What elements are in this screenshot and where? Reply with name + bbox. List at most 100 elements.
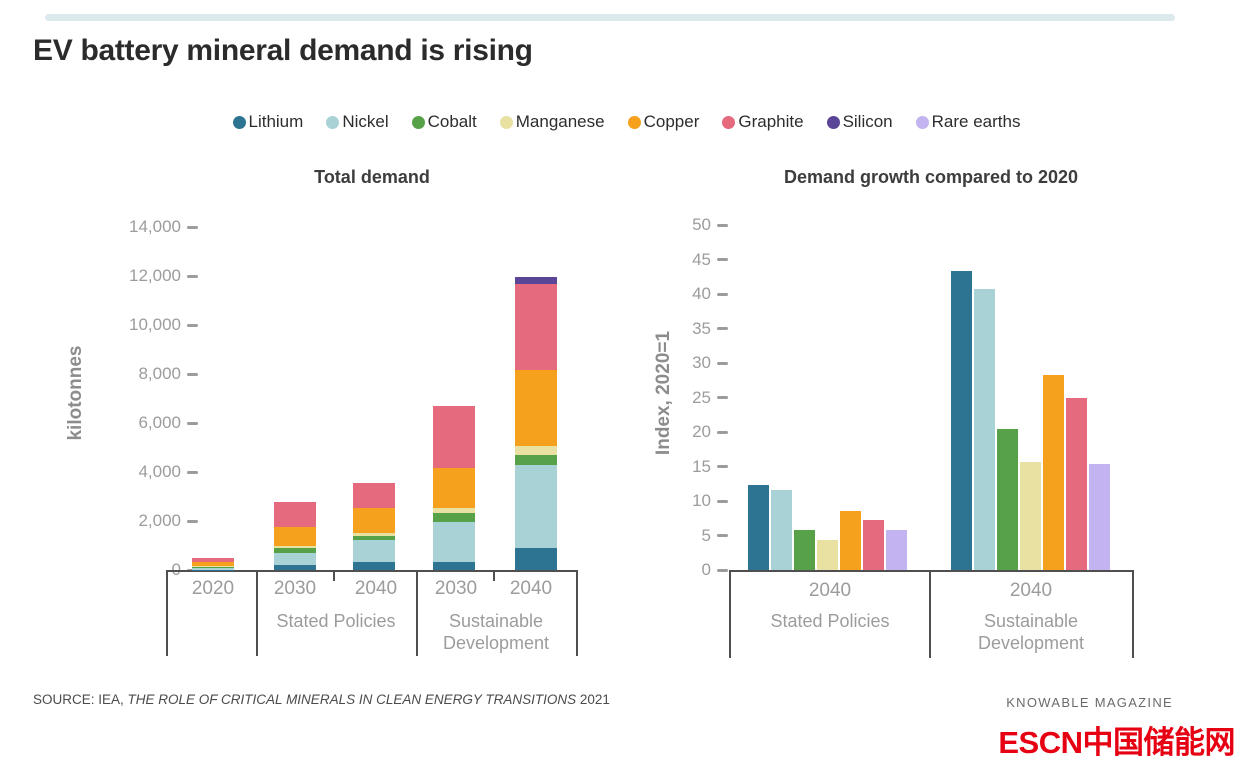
x-axis-tick — [493, 570, 495, 581]
y-tick-label: 20 — [692, 422, 711, 441]
bar-segment-cobalt-2030 — [433, 512, 475, 522]
graphite-swatch-icon — [722, 115, 736, 129]
chart-title: Total demand — [314, 167, 430, 187]
y-tick-label: 35 — [692, 318, 711, 338]
y-tick-label: 14,000 — [129, 217, 181, 236]
rare-earths-swatch-icon — [915, 115, 929, 129]
x-tick-year-label: 2040 — [509, 578, 553, 599]
source-note: SOURCE: IEA, THE ROLE OF CRITICAL MINERA… — [33, 692, 610, 707]
bar-segment-manganese-2030 — [274, 546, 316, 549]
y-tick-label: 12,000 — [129, 266, 181, 285]
y-tick-label: 40 — [692, 284, 711, 303]
x-group-scenario-label: Sustainable Development — [442, 611, 550, 653]
source-suffix: 2021 — [576, 692, 610, 707]
bar-nickel-sustainable-development — [974, 289, 995, 570]
bar-segment-copper-2030 — [433, 468, 475, 508]
y-tick-mark — [187, 274, 198, 278]
y-tick-label: 0 — [701, 560, 711, 579]
x-tick-year-label: 2040 — [354, 578, 398, 599]
legend-item-nickel: Nickel — [326, 112, 389, 132]
cobalt-swatch-icon — [411, 115, 425, 129]
y-tick-mark — [187, 470, 198, 474]
bar-segment-nickel-2040 — [353, 539, 395, 562]
legend-item-graphite: Graphite — [722, 112, 804, 132]
bar-lithium-stated-policies — [748, 485, 769, 570]
x-axis-group-separator — [929, 570, 931, 658]
bar-nickel-stated-policies — [771, 489, 792, 570]
x-tick-year-label: 2030 — [273, 578, 317, 599]
bar-segment-silicon-2040 — [515, 276, 557, 284]
bar-graphite-stated-policies — [863, 520, 884, 570]
credit-knowable-magazine: KNOWABLE MAGAZINE — [1006, 695, 1173, 710]
bar-segment-graphite-2040 — [353, 482, 395, 508]
x-group-scenario-label: Sustainable Development — [977, 611, 1085, 653]
x-tick-year-label: 2020 — [191, 578, 235, 599]
y-tick-mark — [717, 327, 728, 330]
bar-segment-cobalt-2030 — [274, 548, 316, 554]
legend: Lithium Nickel Cobalt Manganese Copper Graphi… — [0, 112, 1253, 132]
source-report-title: THE ROLE OF CRITICAL MINERALS IN CLEAN E… — [127, 692, 577, 707]
bar-segment-manganese-2020 — [192, 566, 234, 567]
y-tick-label: 8,000 — [138, 364, 181, 383]
bar-segment-cobalt-2020 — [192, 566, 234, 568]
y-tick-mark — [717, 499, 728, 503]
bar-copper-sustainable-development — [1043, 375, 1064, 570]
page-title: EV battery mineral demand is rising — [33, 34, 533, 67]
x-axis-group-separator — [1132, 570, 1134, 658]
legend-label: Manganese — [515, 112, 605, 131]
x-axis-tick — [333, 570, 335, 581]
x-axis-line — [729, 570, 1134, 572]
y-tick-label: 5 — [701, 525, 711, 545]
lithium-swatch-icon — [232, 115, 246, 129]
y-tick-mark — [717, 568, 728, 572]
x-tick-year-label: 2030 — [434, 578, 478, 599]
x-axis-group-separator — [729, 570, 731, 658]
legend-label: Graphite — [738, 112, 804, 131]
legend-label: Copper — [643, 112, 700, 131]
source-prefix: SOURCE: IEA, — [33, 692, 128, 707]
bar-segment-copper-2040 — [515, 369, 557, 446]
bar-graphite-sustainable-development — [1066, 397, 1087, 570]
nickel-swatch-icon — [326, 115, 340, 129]
y-tick-mark — [187, 372, 198, 376]
y-axis-label: kilotonnes — [65, 345, 86, 441]
y-tick-label: 30 — [692, 353, 711, 372]
bar-segment-lithium-2040 — [515, 547, 557, 570]
y-tick-label: 10,000 — [129, 315, 181, 334]
y-tick-mark — [717, 465, 728, 468]
bar-segment-graphite-2020 — [192, 558, 234, 563]
y-tick-mark — [187, 519, 198, 523]
x-group-scenario-label: Stated Policies — [276, 611, 396, 631]
bar-segment-lithium-2040 — [353, 561, 395, 570]
x-tick-year-label: 2040 — [1009, 580, 1053, 601]
bar-cobalt-sustainable-development — [997, 428, 1018, 570]
legend-item-copper: Copper — [627, 112, 700, 132]
legend-label: Silicon — [842, 112, 893, 131]
y-axis-label: Index, 2020=1 — [653, 330, 674, 456]
legend-item-rare-earths: Rare earths — [915, 112, 1020, 132]
y-tick-mark — [187, 421, 198, 425]
y-tick-label: 10 — [692, 491, 711, 510]
y-tick-label: 15 — [692, 456, 711, 476]
y-tick-mark — [187, 323, 198, 327]
bar-segment-cobalt-2040 — [353, 535, 395, 540]
chart-title: Demand growth compared to 2020 — [783, 167, 1079, 187]
x-tick-year-label: 2040 — [808, 580, 852, 601]
bar-manganese-stated-policies — [817, 540, 838, 570]
legend-label: Nickel — [342, 112, 389, 131]
y-tick-mark — [717, 430, 728, 434]
legend-item-silicon: Silicon — [826, 112, 893, 132]
y-tick-label: 2,000 — [138, 511, 181, 530]
x-axis-group-separator — [166, 570, 168, 656]
bar-segment-manganese-2030 — [433, 508, 475, 513]
y-tick-mark — [717, 361, 728, 365]
y-tick-mark — [717, 534, 728, 537]
legend-item-manganese: Manganese — [499, 112, 605, 132]
bar-rare-earths-stated-policies — [886, 529, 907, 570]
bar-segment-lithium-2030 — [274, 565, 316, 570]
bar-segment-manganese-2040 — [353, 533, 395, 536]
y-tick-mark — [717, 223, 728, 227]
bar-cobalt-stated-policies — [794, 529, 815, 570]
bar-segment-nickel-2040 — [515, 464, 557, 548]
